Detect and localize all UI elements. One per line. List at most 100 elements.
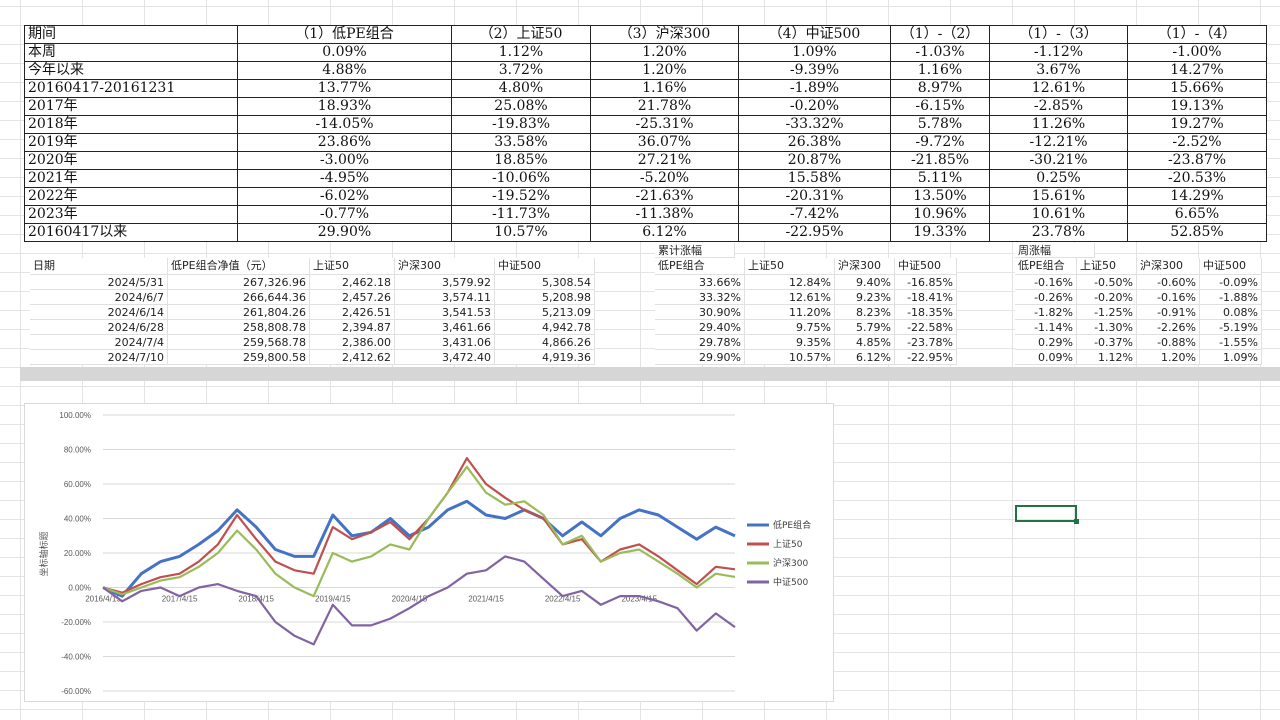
summary-cell[interactable]: 27.21%	[590, 151, 739, 170]
summary-cell[interactable]: 1.09%	[738, 43, 891, 62]
summary-cell[interactable]: 4.88%	[237, 61, 452, 80]
summary-cell[interactable]: -14.05%	[237, 115, 452, 134]
summary-cell[interactable]: 15.61%	[989, 187, 1128, 206]
nav-header[interactable]: 日期	[30, 258, 168, 275]
summary-cell[interactable]: -6.02%	[237, 187, 452, 206]
week_table-header[interactable]: 低PE组合	[1015, 258, 1077, 275]
nav-cell[interactable]: 2,386.00	[310, 335, 395, 350]
nav-cell[interactable]: 5,213.09	[495, 305, 595, 320]
week_table-cell[interactable]: -0.91%	[1137, 305, 1200, 320]
summary-cell[interactable]: -1.03%	[890, 43, 990, 62]
week_table-cell[interactable]: -0.60%	[1137, 275, 1200, 290]
summary-cell[interactable]: -30.21%	[989, 151, 1128, 170]
nav-cell[interactable]: 2,426.51	[310, 305, 395, 320]
summary-cell[interactable]: -1.89%	[738, 79, 891, 98]
cum_table-cell[interactable]: 10.57%	[745, 350, 835, 365]
cum_table-cell[interactable]: 4.85%	[835, 335, 895, 350]
week_table-cell[interactable]: -0.09%	[1200, 275, 1262, 290]
period-label[interactable]: 2017年	[24, 97, 238, 116]
nav-cell[interactable]: 3,541.53	[395, 305, 495, 320]
week_table-cell[interactable]: 0.09%	[1015, 350, 1077, 365]
week_table-cell[interactable]: -0.50%	[1077, 275, 1137, 290]
selected-cell[interactable]	[1015, 505, 1079, 524]
week_table-cell[interactable]: -0.26%	[1015, 290, 1077, 305]
cum_table-cell[interactable]: 11.20%	[745, 305, 835, 320]
period-label[interactable]: 2022年	[24, 187, 238, 206]
summary-header[interactable]: （1）-（4）	[1127, 25, 1267, 44]
nav-cell[interactable]: 3,579.92	[395, 275, 495, 290]
nav-cell[interactable]: 2,457.26	[310, 290, 395, 305]
summary-cell[interactable]: -0.20%	[738, 97, 891, 116]
cum_table-title[interactable]: 累计涨幅	[655, 243, 735, 258]
summary-cell[interactable]: 12.61%	[989, 79, 1128, 98]
summary-cell[interactable]: -33.32%	[738, 115, 891, 134]
summary-cell[interactable]: -3.00%	[237, 151, 452, 170]
cum_table-header[interactable]: 沪深300	[835, 258, 895, 275]
summary-cell[interactable]: 6.65%	[1127, 205, 1267, 224]
nav-cell[interactable]: 2,412.62	[310, 350, 395, 365]
nav-cell[interactable]: 5,308.54	[495, 275, 595, 290]
cum_table-cell[interactable]: 33.66%	[655, 275, 745, 290]
summary-header[interactable]: （1）-（3）	[989, 25, 1128, 44]
cum_table-cell[interactable]: -23.78%	[895, 335, 957, 350]
cum_table-cell[interactable]: -22.95%	[895, 350, 957, 365]
summary-cell[interactable]: 1.16%	[890, 61, 990, 80]
cum_table-header[interactable]: 低PE组合	[655, 258, 745, 275]
summary-cell[interactable]: -11.38%	[590, 205, 739, 224]
summary-cell[interactable]: -19.83%	[451, 115, 591, 134]
summary-cell[interactable]: 0.09%	[237, 43, 452, 62]
summary-cell[interactable]: -21.85%	[890, 151, 990, 170]
week_table-cell[interactable]: -1.30%	[1077, 320, 1137, 335]
cum_table-cell[interactable]: 29.90%	[655, 350, 745, 365]
nav-cell[interactable]: 4,919.36	[495, 350, 595, 365]
summary-header[interactable]: （1）-（2）	[890, 25, 990, 44]
nav-cell[interactable]: 266,644.36	[168, 290, 310, 305]
week_table-header[interactable]: 沪深300	[1137, 258, 1200, 275]
summary-cell[interactable]: 5.78%	[890, 115, 990, 134]
summary-cell[interactable]: -4.95%	[237, 169, 452, 188]
summary-cell[interactable]: 18.85%	[451, 151, 591, 170]
week_table-cell[interactable]: -0.16%	[1015, 275, 1077, 290]
summary-cell[interactable]: 1.20%	[590, 43, 739, 62]
summary-header[interactable]: （1）低PE组合	[237, 25, 452, 44]
summary-cell[interactable]: 21.78%	[590, 97, 739, 116]
nav-header[interactable]: 上证50	[310, 258, 395, 275]
cum_table-cell[interactable]: -18.41%	[895, 290, 957, 305]
cum_table-cell[interactable]: -16.85%	[895, 275, 957, 290]
week_table-cell[interactable]: 0.29%	[1015, 335, 1077, 350]
summary-cell[interactable]: -22.95%	[738, 223, 891, 242]
summary-cell[interactable]: -12.21%	[989, 133, 1128, 152]
summary-header[interactable]: （4）中证500	[738, 25, 891, 44]
summary-cell[interactable]: 10.57%	[451, 223, 591, 242]
summary-cell[interactable]: 29.90%	[237, 223, 452, 242]
cum_table-cell[interactable]: 29.40%	[655, 320, 745, 335]
week_table-header[interactable]: 中证500	[1200, 258, 1262, 275]
summary-cell[interactable]: -6.15%	[890, 97, 990, 116]
cum_table-cell[interactable]: -18.35%	[895, 305, 957, 320]
nav-cell[interactable]: 2024/7/4	[30, 335, 168, 350]
week_table-cell[interactable]: -0.88%	[1137, 335, 1200, 350]
summary-cell[interactable]: 19.27%	[1127, 115, 1267, 134]
cum_table-cell[interactable]: 12.84%	[745, 275, 835, 290]
week_table-cell[interactable]: -0.20%	[1077, 290, 1137, 305]
summary-cell[interactable]: -20.53%	[1127, 169, 1267, 188]
summary-header[interactable]: （3）沪深300	[590, 25, 739, 44]
period-label[interactable]: 本周	[24, 43, 238, 62]
nav-cell[interactable]: 4,942.78	[495, 320, 595, 335]
summary-cell[interactable]: 15.66%	[1127, 79, 1267, 98]
cum_table-cell[interactable]: 12.61%	[745, 290, 835, 305]
summary-cell[interactable]: 1.20%	[590, 61, 739, 80]
summary-cell[interactable]: 14.27%	[1127, 61, 1267, 80]
nav-cell[interactable]: 2,394.87	[310, 320, 395, 335]
nav-cell[interactable]: 2024/7/10	[30, 350, 168, 365]
week_table-cell[interactable]: -1.14%	[1015, 320, 1077, 335]
summary-cell[interactable]: 4.80%	[451, 79, 591, 98]
summary-cell[interactable]: -0.77%	[237, 205, 452, 224]
period-label[interactable]: 今年以来	[24, 61, 238, 80]
cum_table-cell[interactable]: 9.23%	[835, 290, 895, 305]
nav-cell[interactable]: 2,462.18	[310, 275, 395, 290]
summary-cell[interactable]: -9.39%	[738, 61, 891, 80]
nav-cell[interactable]: 5,208.98	[495, 290, 595, 305]
summary-cell[interactable]: 8.97%	[890, 79, 990, 98]
line-chart[interactable]: 100.00% 80.00% 60.00% 40.00% 20.00% 0.00% -20.…	[24, 403, 834, 702]
